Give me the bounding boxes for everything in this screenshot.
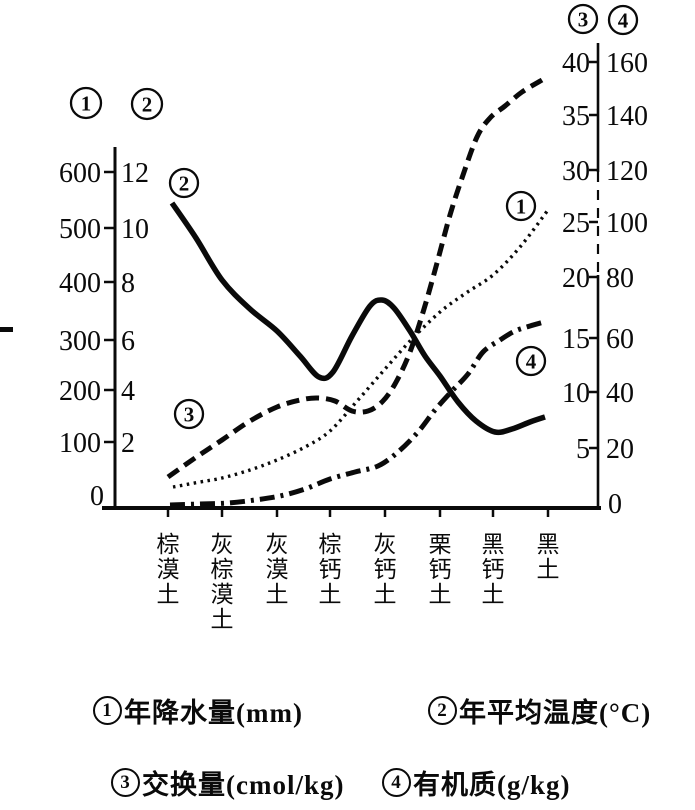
- soil-type-label: 灰棕漠土: [211, 532, 234, 632]
- legend-label: 交换量(cmol/kg): [142, 770, 345, 800]
- exchange-tick-label: 40: [562, 48, 590, 79]
- precip-tick-label: 400: [59, 268, 101, 299]
- legend-circled-number: 4: [382, 768, 411, 797]
- temp-tick-label: 2: [121, 428, 135, 459]
- annotation-digit: 2: [179, 172, 190, 196]
- exchange-tick-label: 30: [562, 156, 590, 187]
- organic-tick-label: 80: [606, 263, 634, 294]
- series-2-curve: [169, 201, 546, 436]
- annotation-circle: [607, 4, 639, 36]
- soil-type-label: 灰漠土: [266, 532, 289, 607]
- circled-number-4: 4: [515, 345, 547, 377]
- exchange-tick-label: 20: [562, 263, 590, 294]
- left-zero-label: 0: [90, 481, 104, 512]
- series-3-curve: [166, 77, 544, 480]
- annotation-digit: 4: [618, 9, 629, 33]
- annotation-digit: 1: [516, 195, 527, 219]
- legend-item-1: 1 年降水量(mm): [93, 691, 303, 730]
- organic-tick-label: 160: [606, 48, 648, 79]
- exchange-tick-label: 10: [562, 378, 590, 409]
- exchange-tick-label: 15: [562, 324, 590, 355]
- annotation-circle: [515, 345, 547, 377]
- temp-tick-label: 6: [121, 326, 135, 357]
- annotation-circle: [130, 87, 164, 121]
- annotation-digit: 4: [526, 350, 537, 374]
- precip-tick-label: 500: [59, 214, 101, 245]
- circled-number-2: 2: [130, 87, 164, 121]
- annotation-digit: 3: [578, 8, 589, 32]
- precip-tick-label: 200: [59, 376, 101, 407]
- soil-type-label: 黑钙土: [482, 532, 505, 607]
- legend-item-2: 2 年平均温度(°C): [428, 691, 651, 730]
- temp-tick-label: 4: [121, 376, 135, 407]
- scan-artifact-dash: [0, 327, 13, 332]
- soil-type-label: 栗钙土: [429, 532, 452, 607]
- legend-label: 有机质(g/kg): [413, 770, 571, 800]
- annotation-digit: 2: [142, 93, 153, 117]
- soil-type-label: 黑土: [537, 532, 560, 582]
- exchange-tick-label: 35: [562, 101, 590, 132]
- precip-tick-label: 100: [59, 428, 101, 459]
- organic-tick-label: 20: [606, 434, 634, 465]
- circled-number-3: 3: [173, 398, 205, 430]
- legend-label: 年平均温度(°C): [459, 698, 652, 728]
- circled-number-1: 1: [69, 86, 103, 120]
- legend-circled-number: 3: [111, 768, 140, 797]
- organic-tick-label: 60: [606, 324, 634, 355]
- soil-type-label: 灰钙土: [374, 532, 397, 607]
- organic-tick-label: 40: [606, 378, 634, 409]
- circled-number-3: 3: [567, 3, 599, 35]
- annotation-digit: 1: [81, 92, 92, 116]
- organic-tick-label: 140: [606, 101, 648, 132]
- temp-tick-label: 10: [121, 214, 149, 245]
- circled-number-1: 1: [505, 190, 537, 222]
- annotation-circle: [173, 398, 205, 430]
- series-1-curve: [172, 208, 550, 489]
- legend-circled-number: 2: [428, 696, 457, 725]
- axes-group: [0, 43, 601, 510]
- organic-tick-label: 120: [606, 156, 648, 187]
- precip-tick-label: 300: [59, 326, 101, 357]
- circled-number-4: 4: [607, 4, 639, 36]
- organic-tick-label: 100: [606, 208, 648, 239]
- legend-circled-number: 1: [93, 696, 122, 725]
- legend-item-3: 3 交换量(cmol/kg): [111, 763, 344, 802]
- annotation-circle: [168, 167, 200, 199]
- precip-tick-label: 600: [59, 158, 101, 189]
- series-4-curve: [169, 319, 545, 508]
- temp-tick-label: 12: [121, 158, 149, 189]
- circled-number-2: 2: [168, 167, 200, 199]
- exchange-tick-label: 5: [576, 434, 590, 465]
- annotation-circle: [567, 3, 599, 35]
- exchange-tick-label: 25: [562, 208, 590, 239]
- annotation-circle: [505, 190, 537, 222]
- legend-label: 年降水量(mm): [124, 698, 303, 728]
- annotation-circle: [69, 86, 103, 120]
- temp-tick-label: 8: [121, 268, 135, 299]
- right-zero-label: 0: [608, 489, 622, 520]
- annotation-digit: 3: [184, 403, 195, 427]
- legend-item-4: 4 有机质(g/kg): [382, 763, 571, 802]
- soil-type-label: 棕钙土: [319, 532, 342, 607]
- soil-type-label: 棕漠土: [157, 532, 180, 607]
